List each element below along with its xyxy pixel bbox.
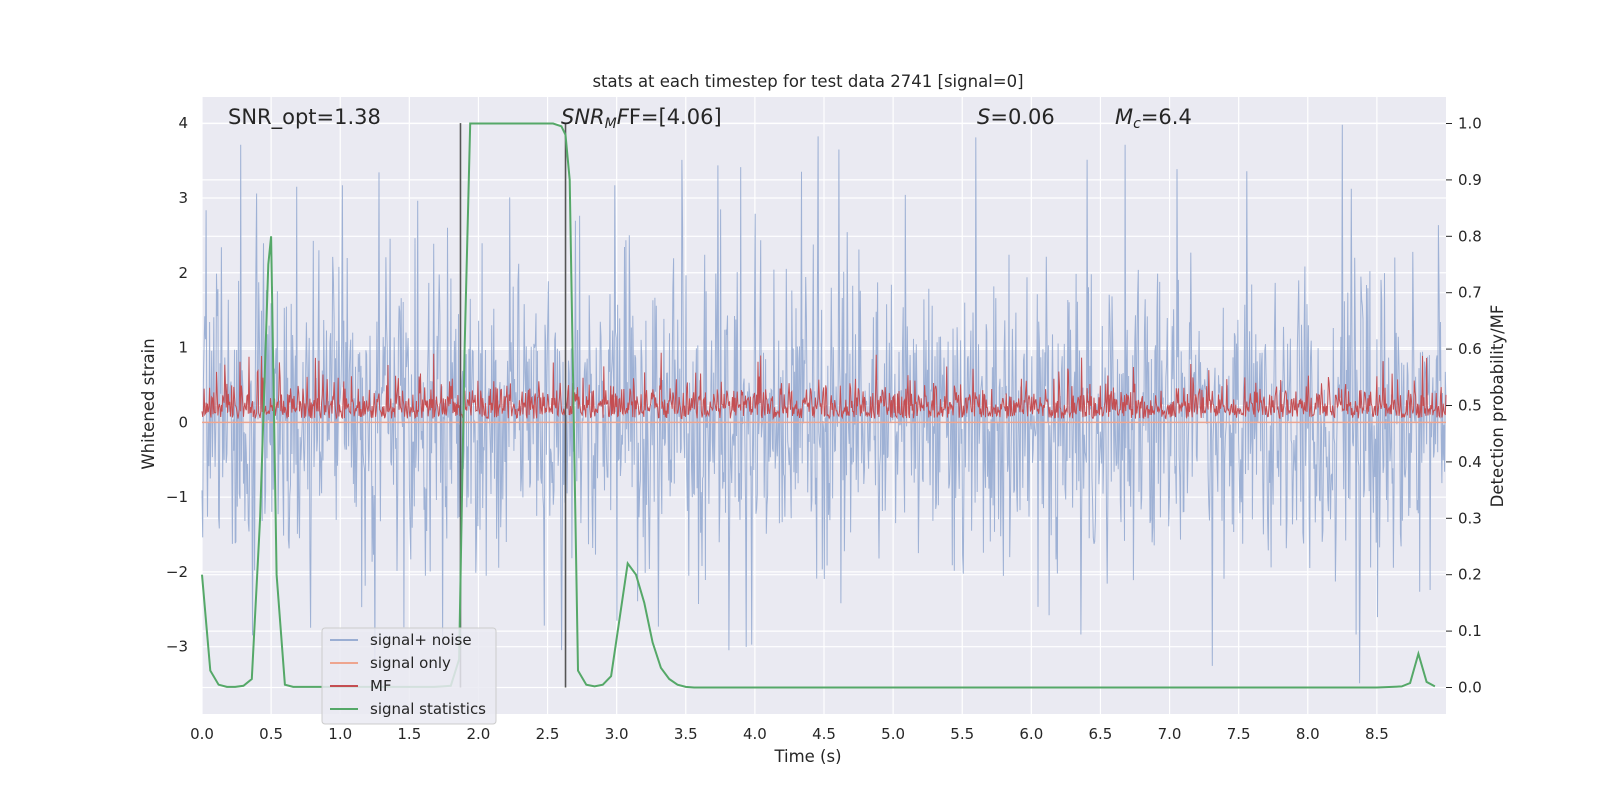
series-signal-statistics bbox=[201, 122, 1436, 689]
mc-var: M bbox=[1115, 105, 1133, 129]
snr-mf-annotation: SNRMFF=[4.06] bbox=[561, 105, 722, 132]
y-tick-label: −3 bbox=[166, 638, 188, 656]
mc-sub: c bbox=[1133, 116, 1141, 132]
snr-mf-sub: M bbox=[605, 116, 617, 132]
x-tick-label: 2.0 bbox=[467, 725, 491, 743]
legend-label-stat: signal statistics bbox=[370, 700, 486, 718]
s-annotation: S=0.06 bbox=[977, 105, 1055, 129]
legend-label-mf: MF bbox=[370, 677, 392, 695]
y2-tick-label: 0.0 bbox=[1458, 678, 1482, 696]
snr-mf-main: SNR bbox=[561, 105, 605, 129]
x-tick-label: 3.5 bbox=[674, 725, 698, 743]
y2-tick-label: 0.6 bbox=[1458, 340, 1482, 358]
plot-layer bbox=[201, 122, 1447, 689]
s-value: =0.06 bbox=[990, 105, 1054, 129]
y2-tick-label: 0.9 bbox=[1458, 171, 1482, 189]
y-tick-label: 3 bbox=[178, 189, 188, 207]
legend-label-noise: signal+ noise bbox=[370, 631, 472, 649]
x-tick-label: 0.5 bbox=[259, 725, 283, 743]
y2-axis-label: Detection probability/MF bbox=[1488, 305, 1507, 508]
legend: signal+ noise signal only MF signal stat… bbox=[321, 627, 497, 725]
y2-tick-label: 0.1 bbox=[1458, 622, 1482, 640]
y2-tick-label: 1.0 bbox=[1458, 115, 1482, 133]
y2-tick-label: 0.8 bbox=[1458, 227, 1482, 245]
y-tick-label: −2 bbox=[166, 563, 188, 581]
y-axis-label: Whitened strain bbox=[139, 338, 158, 469]
x-axis-ticks: 0.0 0.5 1.0 1.5 2.0 2.5 3.0 3.5 4.0 4.5 5.0 5.5 6.0 6… bbox=[190, 725, 1389, 743]
x-axis-label: Time (s) bbox=[773, 747, 841, 766]
s-var: S bbox=[977, 105, 990, 129]
x-tick-label: 4.0 bbox=[743, 725, 767, 743]
x-tick-label: 8.0 bbox=[1296, 725, 1320, 743]
x-tick-label: 5.0 bbox=[881, 725, 905, 743]
x-tick-label: 1.0 bbox=[328, 725, 352, 743]
x-tick-label: 5.5 bbox=[950, 725, 974, 743]
series-signal-noise bbox=[201, 124, 1447, 684]
x-tick-label: 3.0 bbox=[605, 725, 629, 743]
y2-tick-label: 0.7 bbox=[1458, 284, 1482, 302]
x-tick-label: 7.5 bbox=[1227, 725, 1251, 743]
snr-mf-f: F bbox=[617, 105, 630, 129]
x-tick-label: 0.0 bbox=[190, 725, 214, 743]
y2-tick-label: 0.3 bbox=[1458, 509, 1482, 527]
x-tick-label: 6.0 bbox=[1019, 725, 1043, 743]
x-tick-label: 7.0 bbox=[1158, 725, 1182, 743]
y-tick-label: −1 bbox=[166, 488, 188, 506]
y2-axis-ticks: 1.0 0.9 0.8 0.7 0.6 0.5 0.4 0.3 0.2 0.1 0.0 bbox=[1446, 115, 1482, 696]
x-tick-label: 2.5 bbox=[536, 725, 560, 743]
y-axis-ticks: 4 3 2 1 0 −1 −2 −3 bbox=[166, 114, 188, 656]
mc-annotation: Mc=6.4 bbox=[1115, 105, 1192, 132]
y-tick-label: 0 bbox=[178, 413, 188, 431]
chart-title: stats at each timestep for test data 274… bbox=[592, 72, 1023, 91]
snr-opt-annotation: SNR_opt=1.38 bbox=[228, 105, 381, 130]
y2-tick-label: 0.2 bbox=[1458, 566, 1482, 584]
y-tick-label: 4 bbox=[178, 114, 188, 132]
legend-label-signal-only: signal only bbox=[370, 654, 451, 672]
y2-tick-label: 0.4 bbox=[1458, 453, 1482, 471]
series-mf bbox=[201, 352, 1447, 421]
x-tick-label: 6.5 bbox=[1089, 725, 1113, 743]
y-tick-label: 2 bbox=[178, 264, 188, 282]
x-tick-label: 8.5 bbox=[1365, 725, 1389, 743]
x-tick-label: 4.5 bbox=[812, 725, 836, 743]
y-tick-label: 1 bbox=[178, 339, 188, 357]
legend-box bbox=[321, 627, 497, 725]
x-tick-label: 1.5 bbox=[397, 725, 421, 743]
snr-mf-value: F=[4.06] bbox=[629, 105, 722, 129]
y2-tick-label: 0.5 bbox=[1458, 397, 1482, 415]
mc-value: =6.4 bbox=[1141, 105, 1192, 129]
